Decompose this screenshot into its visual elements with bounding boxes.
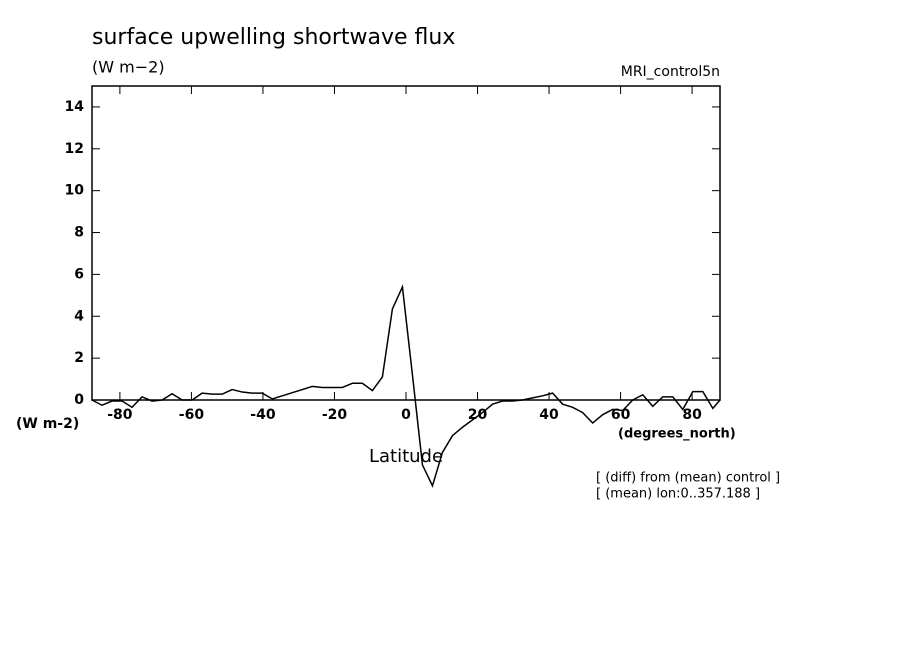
dataset-label: MRI_control5n: [621, 64, 720, 80]
y-tick-label: 0: [74, 392, 84, 408]
x-tick-label: 60: [611, 407, 631, 423]
x-tick-label: 80: [682, 407, 702, 423]
y-tick-label: 2: [74, 350, 84, 366]
x-tick-label: -80: [107, 407, 133, 423]
y-tick-label: 14: [65, 99, 85, 115]
y-tick-label: 4: [74, 308, 84, 324]
y-tick-label: 6: [74, 266, 84, 282]
y-tick-label: 8: [74, 225, 84, 241]
chart-title: surface upwelling shortwave flux: [92, 25, 455, 50]
annotation: [ (mean) lon:0..357.188 ]: [596, 487, 760, 502]
x-tick-label: -20: [322, 407, 348, 423]
x-tick-label: 40: [539, 407, 559, 423]
units: (W m−2): [92, 58, 165, 77]
x-tick-label: -60: [179, 407, 205, 423]
data-line: [91, 284, 721, 488]
x-axis-label: Latitude: [369, 446, 443, 467]
y-tick-label: 12: [65, 141, 84, 157]
x-tick-label: -40: [250, 407, 276, 423]
x-units: (degrees_north): [618, 427, 736, 442]
x-tick-label: 0: [401, 407, 411, 423]
y-axis-label: (W m-2): [16, 416, 79, 432]
y-tick-label: 10: [65, 183, 85, 199]
plot-frame: [91, 85, 721, 401]
annotation: [ (diff) from (mean) control ]: [596, 471, 780, 486]
